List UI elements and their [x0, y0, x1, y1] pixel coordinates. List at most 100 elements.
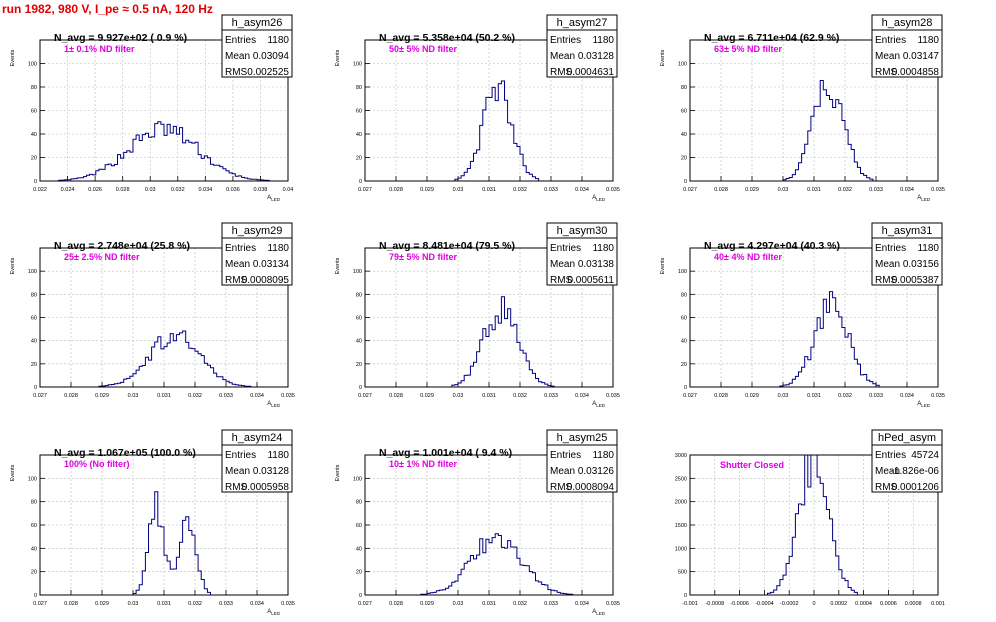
tick-label-x: 0.03: [453, 601, 464, 607]
histogram-name: h_asym28: [882, 17, 933, 29]
stats-value-entries: 45724: [911, 450, 939, 461]
tick-label-x: 0.035: [606, 187, 620, 193]
stats-label-mean: Mean: [550, 259, 575, 270]
tick-label-x: 0.032: [513, 601, 527, 607]
tick-label-y: 80: [31, 292, 37, 298]
stats-value-mean: 0.03094: [253, 51, 290, 62]
tick-label-y: 100: [353, 476, 362, 482]
tick-label-y: 2000: [675, 500, 687, 506]
histogram-line: [40, 121, 288, 182]
tick-label-x: 0.034: [250, 601, 264, 607]
stats-label-rms: RMS: [225, 67, 248, 78]
tick-label-x: 0.029: [95, 393, 109, 399]
histogram-panel-h_asym28: 0.027 0.028 0.029 0.03 0.031 0.032 0.033 0.034 0…: [660, 14, 945, 202]
navg-label: N_avg = 8.481e+04 (79.5 %): [379, 240, 515, 252]
x-axis-label: ALED: [592, 401, 606, 408]
navg-label: N_avg = 9.927e+02 ( 0.9 %): [54, 32, 187, 44]
histogram-panel-hPed_asym: -0.001 -0.0008 -0.0006 -0.0004 -0.0002 0 0.000…: [675, 429, 945, 607]
stats-label-entries: Entries: [225, 35, 256, 46]
tick-label-y: 60: [31, 316, 37, 322]
tick-label-x: 0.04: [283, 187, 294, 193]
tick-label-y: 3000: [675, 453, 687, 459]
tick-label-x: 0.031: [482, 601, 496, 607]
tick-label-x: 0.029: [420, 601, 434, 607]
tick-label-y: 500: [678, 570, 687, 576]
stats-value-mean: 0.03134: [253, 259, 290, 270]
tick-label-x: 0.032: [188, 601, 202, 607]
tick-label-y: 0: [359, 593, 362, 599]
stats-value-rms: 0.0008094: [567, 482, 615, 493]
tick-label-x: 0.033: [869, 393, 883, 399]
tick-label-x: 0.035: [606, 393, 620, 399]
tick-label-y: 0: [34, 385, 37, 391]
stats-box: [221, 429, 293, 493]
tick-label-y: 60: [356, 109, 362, 115]
tick-label-x: 0.03: [453, 187, 464, 193]
stats-label-rms: RMS: [225, 275, 248, 286]
stats-value-mean: 0.03156: [903, 259, 940, 270]
stats-label-mean: Mean: [550, 466, 575, 477]
tick-label-x: 0.033: [544, 393, 558, 399]
filter-annotation: 79± 5% ND filter: [389, 252, 457, 262]
tick-label-x: 0.034: [575, 393, 589, 399]
stats-label-mean: Mean: [225, 466, 250, 477]
tick-label-x: 0.029: [420, 393, 434, 399]
tick-label-y: 0: [684, 179, 687, 185]
stats-value-rms: 0.0004858: [892, 67, 940, 78]
stats-box: [221, 14, 293, 78]
histogram-name: h_asym27: [557, 17, 608, 29]
tick-label-x: 0.03: [128, 601, 139, 607]
tick-label-y: 40: [356, 546, 362, 552]
stats-value-entries: 1180: [917, 243, 939, 254]
tick-label-y: 1000: [675, 546, 687, 552]
stats-value-rms: 0.0005958: [242, 482, 290, 493]
tick-label-y: 20: [356, 362, 362, 368]
histogram-name: h_asym24: [232, 432, 283, 444]
stats-value-mean: 0.03126: [578, 466, 615, 477]
tick-label-x: 0.032: [513, 187, 527, 193]
tick-label-x: 0.0002: [830, 601, 847, 607]
tick-label-y: 40: [31, 546, 37, 552]
histogram-panel-h_asym31: 0.027 0.028 0.029 0.03 0.031 0.032 0.033 0.034 0…: [660, 222, 945, 408]
tick-label-y: 20: [31, 156, 37, 162]
stats-value-entries: 1180: [592, 450, 614, 461]
tick-label-x: 0.029: [745, 393, 759, 399]
tick-label-y: 100: [678, 62, 687, 68]
stats-box: [871, 14, 943, 78]
tick-label-x: 0.032: [838, 393, 852, 399]
stats-label-entries: Entries: [225, 450, 256, 461]
histogram-panel-h_asym29: 0.027 0.028 0.029 0.03 0.031 0.032 0.033 0.034 0…: [10, 222, 295, 408]
y-axis-label: Events: [10, 49, 16, 66]
tick-label-x: 0.03: [778, 393, 789, 399]
tick-label-y: 20: [681, 156, 687, 162]
tick-label-x: 0.033: [544, 187, 558, 193]
tick-label-x: 0.03: [453, 393, 464, 399]
tick-label-y: 80: [356, 292, 362, 298]
stats-label-mean: Mean: [225, 51, 250, 62]
tick-label-y: 0: [34, 593, 37, 599]
tick-label-y: 40: [356, 132, 362, 138]
x-axis-label: ALED: [267, 195, 281, 202]
tick-label-y: 60: [356, 523, 362, 529]
stats-box: [546, 429, 618, 493]
stats-label-rms: RMS: [875, 482, 898, 493]
tick-label-x: 0.029: [95, 601, 109, 607]
x-axis-label: ALED: [592, 609, 606, 616]
tick-label-y: 60: [681, 316, 687, 322]
tick-label-x: 0.028: [64, 393, 78, 399]
stats-box: [546, 222, 618, 286]
navg-label: N_avg = 1.001e+04 ( 9.4 %): [379, 447, 512, 459]
tick-label-x: -0.0006: [730, 601, 749, 607]
tick-label-y: 0: [684, 385, 687, 391]
tick-label-y: 60: [31, 523, 37, 529]
filter-annotation: Shutter Closed: [720, 460, 784, 470]
tick-label-y: 60: [31, 109, 37, 115]
tick-label-y: 60: [356, 316, 362, 322]
tick-label-x: 0: [812, 601, 815, 607]
stats-value-rms: 0.0008095: [242, 275, 290, 286]
stats-value-rms: 0.0005611: [567, 275, 614, 286]
tick-label-y: 100: [678, 269, 687, 275]
stats-label-mean: Mean: [875, 466, 900, 477]
filter-annotation: 10± 1% ND filter: [389, 459, 457, 469]
navg-label: N_avg = 1.067e+05 (100.0 %): [54, 447, 196, 459]
